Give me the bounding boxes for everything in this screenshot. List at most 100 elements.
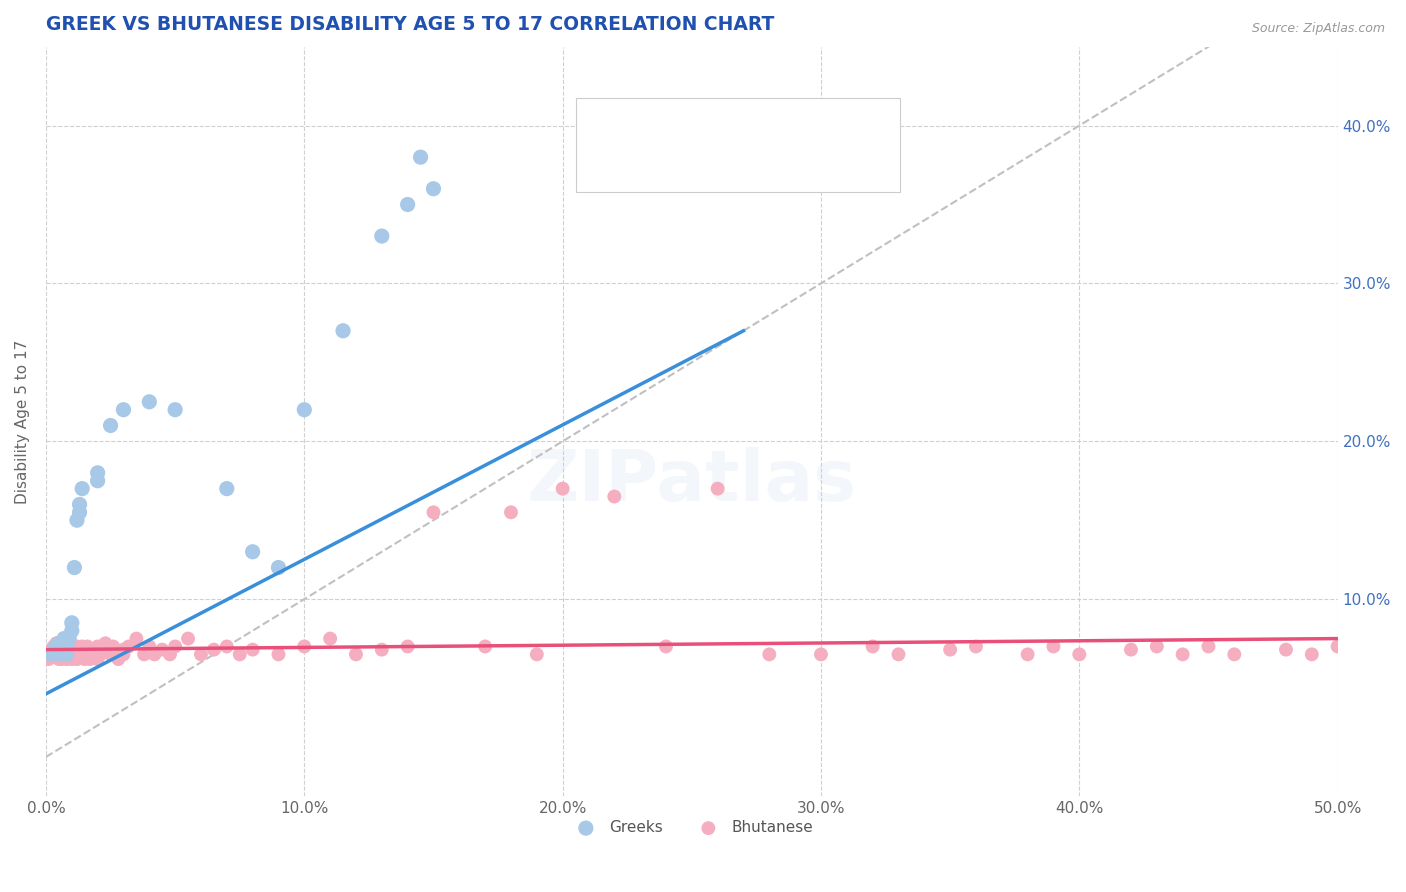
Point	[55, 648, 77, 662]
Point	[48, 642, 70, 657]
Point	[499, 505, 522, 519]
Point	[371, 642, 394, 657]
Point	[38, 652, 60, 666]
Point	[125, 632, 148, 646]
Point	[66, 652, 89, 666]
Point	[60, 640, 83, 654]
Point	[758, 648, 780, 662]
Point	[112, 642, 135, 657]
Point	[48, 636, 70, 650]
Point	[117, 640, 139, 654]
Point	[45, 642, 67, 657]
Point	[474, 640, 496, 654]
Point	[53, 642, 76, 657]
Point	[242, 545, 264, 559]
Point	[45, 636, 67, 650]
Text: N =  34: N = 34	[756, 119, 820, 136]
Point	[66, 513, 89, 527]
Point	[292, 640, 315, 654]
Point	[48, 652, 70, 666]
Point	[86, 466, 108, 480]
Point	[107, 652, 129, 666]
Point	[396, 197, 419, 211]
Point	[112, 402, 135, 417]
Point	[51, 648, 73, 662]
Point	[603, 490, 626, 504]
Point	[101, 640, 124, 654]
Point	[332, 324, 354, 338]
Text: Source: ZipAtlas.com: Source: ZipAtlas.com	[1251, 22, 1385, 36]
Point	[1198, 640, 1220, 654]
Point	[48, 642, 70, 657]
Point	[202, 642, 225, 657]
Point	[551, 482, 574, 496]
Point	[63, 648, 86, 662]
Point	[60, 615, 83, 630]
Point	[112, 648, 135, 662]
Point	[69, 648, 91, 662]
Point	[138, 640, 160, 654]
Text: R = 0.048: R = 0.048	[637, 160, 720, 178]
Point	[76, 640, 98, 654]
Point	[1326, 640, 1348, 654]
Point	[143, 648, 166, 662]
Point	[51, 652, 73, 666]
Point	[1353, 648, 1375, 662]
Point	[1403, 648, 1406, 662]
Point	[79, 652, 101, 666]
Point	[48, 648, 70, 662]
Point	[91, 642, 114, 657]
Point	[86, 652, 108, 666]
Point	[319, 632, 342, 646]
Point	[70, 482, 93, 496]
Point	[45, 640, 67, 654]
Point	[134, 648, 156, 662]
Point	[396, 640, 419, 654]
Point	[1042, 640, 1064, 654]
Point	[409, 150, 432, 164]
Point	[73, 642, 96, 657]
Point	[53, 648, 76, 662]
Point	[526, 648, 548, 662]
Point	[887, 648, 910, 662]
Point	[39, 642, 62, 657]
Text: R = 0.530: R = 0.530	[637, 119, 720, 136]
Point	[69, 642, 91, 657]
Point	[84, 648, 107, 662]
Point	[39, 648, 62, 662]
Point	[190, 648, 212, 662]
Point	[70, 640, 93, 654]
Point	[60, 648, 83, 662]
Point	[58, 642, 80, 657]
Point	[100, 418, 122, 433]
Point	[706, 482, 728, 496]
Point	[165, 402, 187, 417]
Point	[76, 648, 98, 662]
Point	[1119, 642, 1142, 657]
Point	[55, 640, 77, 654]
Point	[1146, 640, 1168, 654]
Point	[267, 560, 290, 574]
Point	[939, 642, 962, 657]
Point	[70, 648, 93, 662]
Point	[215, 640, 238, 654]
Point	[215, 482, 238, 496]
Point	[1275, 642, 1298, 657]
Point	[371, 229, 394, 244]
Point	[60, 624, 83, 638]
Point	[42, 648, 65, 662]
Point	[1378, 642, 1400, 657]
Point	[292, 402, 315, 417]
Point	[51, 640, 73, 654]
Point	[165, 640, 187, 654]
Point	[1223, 648, 1246, 662]
Point	[965, 640, 987, 654]
Point	[862, 640, 884, 654]
Y-axis label: Disability Age 5 to 17: Disability Age 5 to 17	[15, 340, 30, 504]
Point	[100, 648, 122, 662]
Point	[422, 505, 444, 519]
Text: N = 104: N = 104	[756, 160, 825, 178]
Text: ZIPatlas: ZIPatlas	[527, 447, 856, 516]
Point	[51, 640, 73, 654]
Point	[810, 648, 832, 662]
